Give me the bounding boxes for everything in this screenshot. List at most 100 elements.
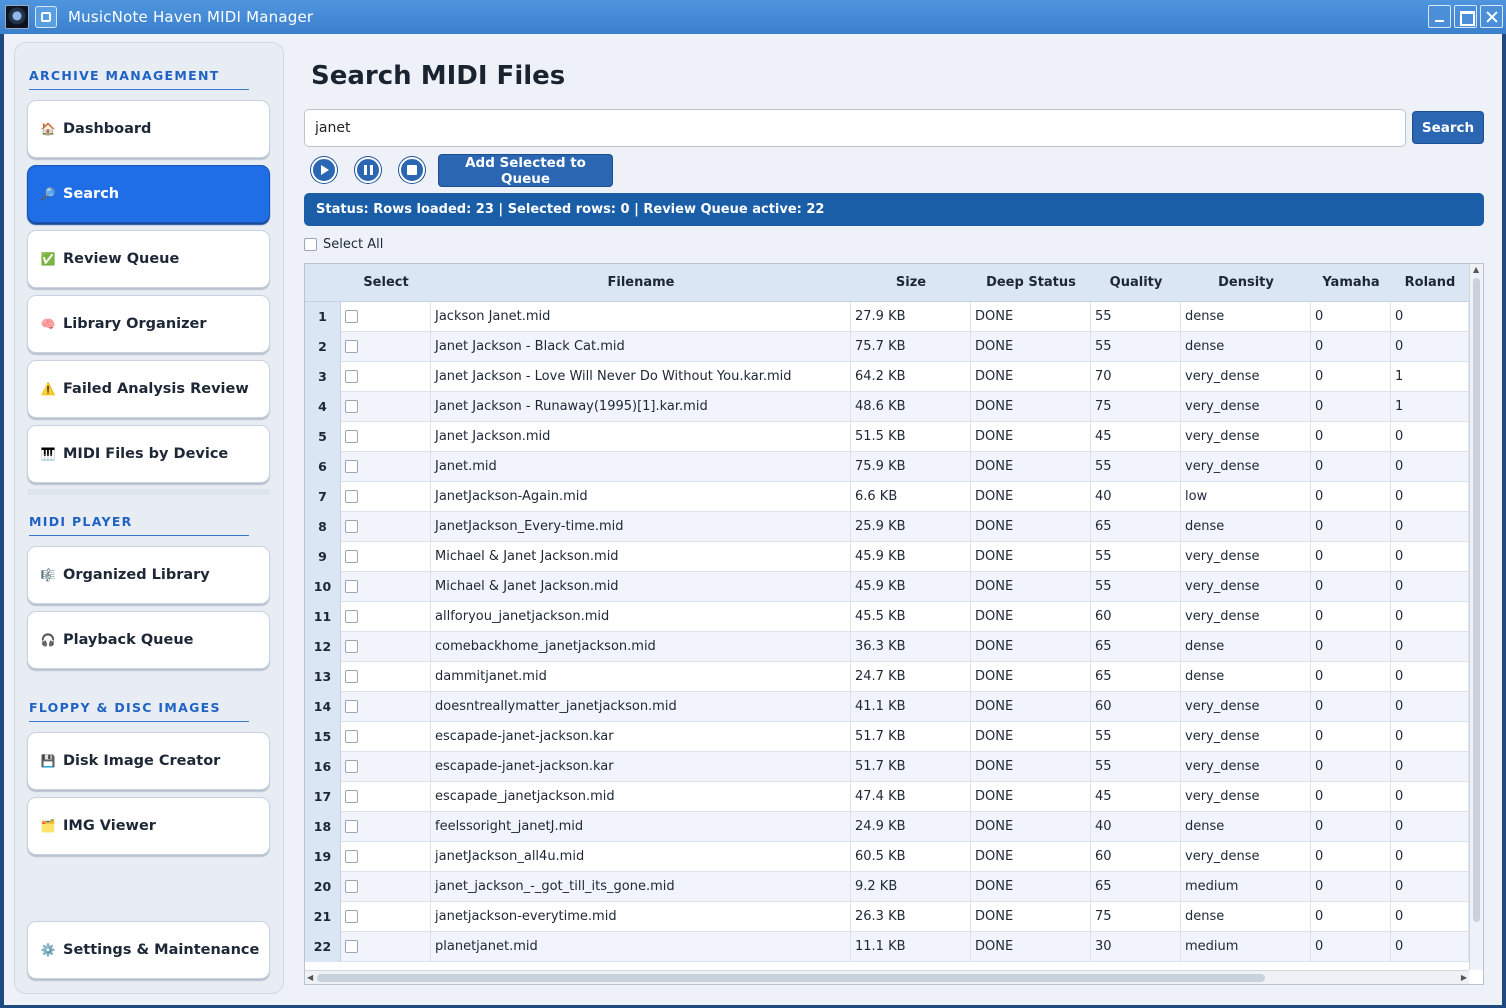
row-select-checkbox[interactable] [345, 670, 358, 683]
table-row[interactable]: 3 Janet Jackson - Love Will Never Do With… [305, 362, 1469, 392]
sidebar-item-playback-queue[interactable]: 🎧 Playback Queue [27, 611, 270, 669]
table-row[interactable]: 5 Janet Jackson.mid 51.5 KB DONE 45 very_dens… [305, 422, 1469, 452]
cell-density: very_dense [1181, 752, 1311, 782]
cell-select [341, 302, 431, 332]
sidebar-item-failed-analysis-review[interactable]: ⚠️ Failed Analysis Review [27, 360, 270, 418]
row-select-checkbox[interactable] [345, 460, 358, 473]
horizontal-scroll-thumb[interactable] [317, 974, 1265, 982]
row-select-checkbox[interactable] [345, 640, 358, 653]
play-button[interactable] [311, 157, 337, 183]
table-row[interactable]: 8 JanetJackson_Every-time.mid 25.9 KB DONE 6… [305, 512, 1469, 542]
cell-size: 45.5 KB [851, 602, 971, 632]
row-select-checkbox[interactable] [345, 580, 358, 593]
stop-button[interactable] [399, 157, 425, 183]
table-row[interactable]: 18 feelssoright_janetJ.mid 24.9 KB DONE 40 de… [305, 812, 1469, 842]
column-header-density[interactable]: Density [1218, 275, 1274, 290]
cell-yamaha: 0 [1311, 722, 1391, 752]
minimize-button[interactable] [1428, 5, 1451, 28]
window-controls [1428, 5, 1503, 28]
add-to-queue-button[interactable]: Add Selected to Queue [438, 154, 613, 187]
table-row[interactable]: 17 escapade_janetjackson.mid 47.4 KB DONE 45… [305, 782, 1469, 812]
search-input[interactable] [304, 109, 1406, 147]
vertical-scrollbar[interactable]: ▲ [1469, 264, 1483, 970]
sidebar-item-label: Review Queue [63, 251, 180, 267]
checkbox-icon[interactable] [304, 238, 317, 251]
column-header-deep-status[interactable]: Deep Status [986, 275, 1076, 290]
sidebar-item-settings-maintenance[interactable]: ⚙️ Settings & Maintenance [27, 921, 270, 979]
table-row[interactable]: 21 janetjackson-everytime.mid 26.3 KB DONE 7… [305, 902, 1469, 932]
sidebar-item-midi-files-by-device[interactable]: 🎹 MIDI Files by Device [27, 425, 270, 483]
sidebar-item-disk-image-creator[interactable]: 💾 Disk Image Creator [27, 732, 270, 790]
table-row[interactable]: 22 planetjanet.mid 11.1 KB DONE 30 medium 0 0 [305, 932, 1469, 962]
cell-select [341, 782, 431, 812]
table-row[interactable]: 16 escapade-janet-jackson.kar 51.7 KB DONE 5… [305, 752, 1469, 782]
row-select-checkbox[interactable] [345, 730, 358, 743]
cell-yamaha: 0 [1311, 842, 1391, 872]
cell-quality: 45 [1091, 422, 1181, 452]
row-select-checkbox[interactable] [345, 790, 358, 803]
table-row[interactable]: 19 janetJackson_all4u.mid 60.5 KB DONE 60 ver… [305, 842, 1469, 872]
sidebar-item-organized-library[interactable]: 🎼 Organized Library [27, 546, 270, 604]
maximize-button[interactable] [1454, 5, 1477, 28]
search-button[interactable]: Search [1412, 111, 1484, 144]
scroll-right-arrow-icon[interactable]: ▶ [1460, 973, 1467, 982]
row-select-checkbox[interactable] [345, 490, 358, 503]
sidebar-item-img-viewer[interactable]: 🗂️ IMG Viewer [27, 797, 270, 855]
row-select-checkbox[interactable] [345, 610, 358, 623]
table-row[interactable]: 1 Jackson Janet.mid 27.9 KB DONE 55 dense 0 0 [305, 302, 1469, 332]
scroll-up-arrow-icon[interactable]: ▲ [1473, 265, 1480, 274]
column-header-filename[interactable]: Filename [607, 275, 675, 290]
row-select-checkbox[interactable] [345, 760, 358, 773]
row-select-checkbox[interactable] [345, 310, 358, 323]
row-number: 14 [305, 692, 341, 722]
row-select-checkbox[interactable] [345, 850, 358, 863]
cell-density: very_dense [1181, 722, 1311, 752]
cell-deep-status: DONE [971, 602, 1091, 632]
table-row[interactable]: 9 Michael & Janet Jackson.mid 45.9 KB DONE 5… [305, 542, 1469, 572]
row-select-checkbox[interactable] [345, 700, 358, 713]
sidebar-item-search[interactable]: 🔎 Search [27, 165, 270, 223]
column-header-select[interactable]: Select [363, 275, 409, 290]
pause-button[interactable] [355, 157, 381, 183]
play-icon [321, 165, 329, 175]
select-all-checkbox[interactable]: Select All [304, 237, 383, 252]
row-select-checkbox[interactable] [345, 820, 358, 833]
row-select-checkbox[interactable] [345, 430, 358, 443]
window-menu-button[interactable] [35, 6, 57, 28]
row-select-checkbox[interactable] [345, 400, 358, 413]
table-row[interactable]: 13 dammitjanet.mid 24.7 KB DONE 65 dense 0 0 [305, 662, 1469, 692]
horizontal-scrollbar[interactable]: ◀ ▶ [305, 970, 1469, 984]
row-select-checkbox[interactable] [345, 910, 358, 923]
table-row[interactable]: 7 JanetJackson-Again.mid 6.6 KB DONE 40 low 0 0 [305, 482, 1469, 512]
row-select-checkbox[interactable] [345, 940, 358, 953]
table-row[interactable]: 6 Janet.mid 75.9 KB DONE 55 very_dense 0 0 [305, 452, 1469, 482]
column-header-roland[interactable]: Roland [1404, 275, 1456, 290]
table-row[interactable]: 20 janet_jackson_-_got_till_its_gone.mid 9… [305, 872, 1469, 902]
column-header-yamaha[interactable]: Yamaha [1322, 275, 1380, 290]
table-row[interactable]: 2 Janet Jackson - Black Cat.mid 75.7 KB DON… [305, 332, 1469, 362]
row-select-checkbox[interactable] [345, 520, 358, 533]
cell-select [341, 932, 431, 962]
row-select-checkbox[interactable] [345, 340, 358, 353]
row-select-checkbox[interactable] [345, 370, 358, 383]
vertical-scroll-thumb[interactable] [1473, 278, 1480, 922]
table-row[interactable]: 14 doesntreallymatter_janetjackson.mid 41.… [305, 692, 1469, 722]
sidebar-item-dashboard[interactable]: 🏠 Dashboard [27, 100, 270, 158]
table-row[interactable]: 12 comebackhome_janetjackson.mid 36.3 KB DO… [305, 632, 1469, 662]
row-select-checkbox[interactable] [345, 550, 358, 563]
row-select-checkbox[interactable] [345, 880, 358, 893]
scroll-left-arrow-icon[interactable]: ◀ [307, 973, 314, 982]
cell-density: dense [1181, 332, 1311, 362]
column-header-quality[interactable]: Quality [1109, 275, 1163, 290]
column-header-size[interactable]: Size [895, 275, 927, 290]
table-row[interactable]: 15 escapade-janet-jackson.kar 51.7 KB DONE 5… [305, 722, 1469, 752]
table-row[interactable]: 10 Michael & Janet Jackson.mid 45.9 KB DONE… [305, 572, 1469, 602]
sidebar-item-label: IMG Viewer [63, 818, 156, 834]
cell-roland: 0 [1391, 782, 1469, 812]
row-number: 11 [305, 602, 341, 632]
table-row[interactable]: 11 allforyou_janetjackson.mid 45.5 KB DONE 6… [305, 602, 1469, 632]
sidebar-item-library-organizer[interactable]: 🧠 Library Organizer [27, 295, 270, 353]
close-button[interactable] [1480, 5, 1503, 28]
table-row[interactable]: 4 Janet Jackson - Runaway(1995)[1].kar.mi… [305, 392, 1469, 422]
sidebar-item-review-queue[interactable]: ✅ Review Queue [27, 230, 270, 288]
